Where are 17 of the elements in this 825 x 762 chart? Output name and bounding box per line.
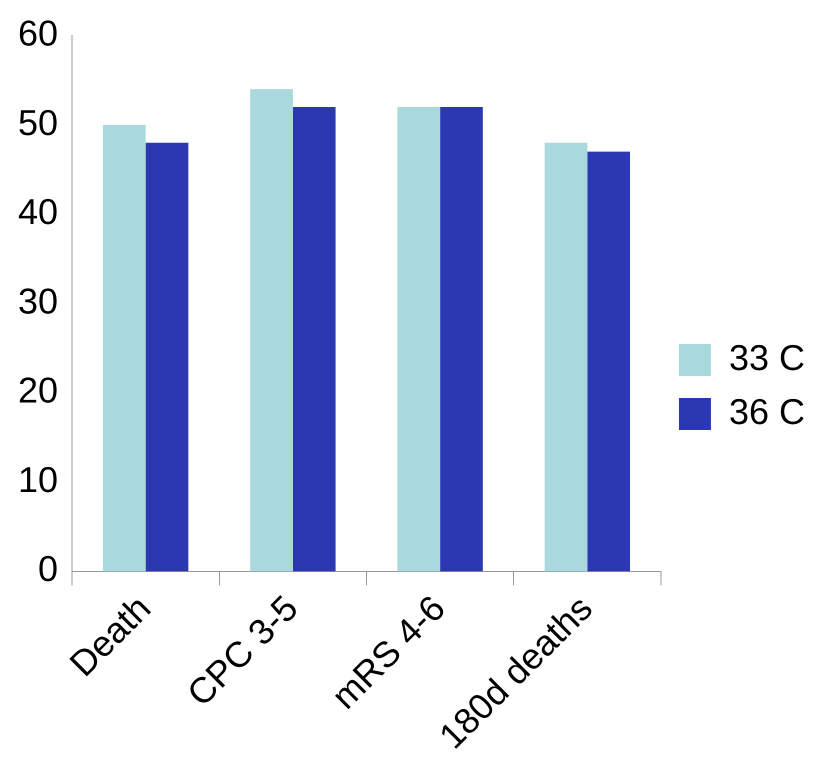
y-tick-label: 60 — [18, 12, 58, 54]
y-tick-label: 20 — [18, 370, 58, 411]
bar — [102, 124, 146, 572]
bar — [292, 107, 336, 572]
bar — [146, 142, 188, 572]
y-tick-label: 10 — [18, 458, 58, 500]
bar — [250, 89, 293, 572]
legend-label: 36 C — [728, 390, 806, 432]
bar — [440, 107, 483, 572]
bar — [544, 142, 588, 572]
bar — [397, 107, 440, 572]
y-tick-label: 30 — [18, 280, 58, 322]
bar — [587, 152, 630, 572]
legend-label: 33 C — [728, 336, 806, 378]
y-tick-label: 50 — [18, 102, 58, 143]
y-tick-label: 0 — [38, 548, 58, 590]
y-tick-label: 40 — [18, 191, 58, 232]
